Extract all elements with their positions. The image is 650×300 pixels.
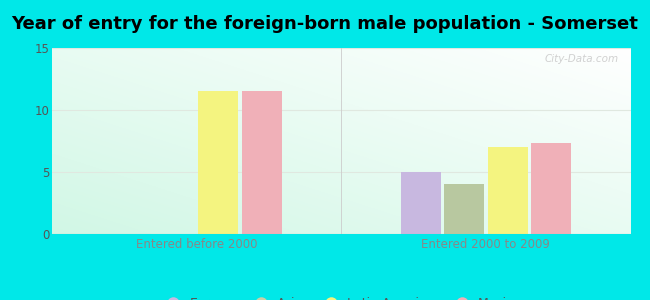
Legend: Europe, Asia, Latin America, Mexico: Europe, Asia, Latin America, Mexico xyxy=(156,292,526,300)
Bar xyxy=(444,184,484,234)
Text: City-Data.com: City-Data.com xyxy=(545,54,619,64)
Bar xyxy=(531,143,571,234)
Bar xyxy=(242,92,281,234)
Bar xyxy=(401,172,441,234)
Bar xyxy=(488,147,528,234)
Bar xyxy=(198,92,239,234)
Text: Year of entry for the foreign-born male population - Somerset: Year of entry for the foreign-born male … xyxy=(12,15,638,33)
